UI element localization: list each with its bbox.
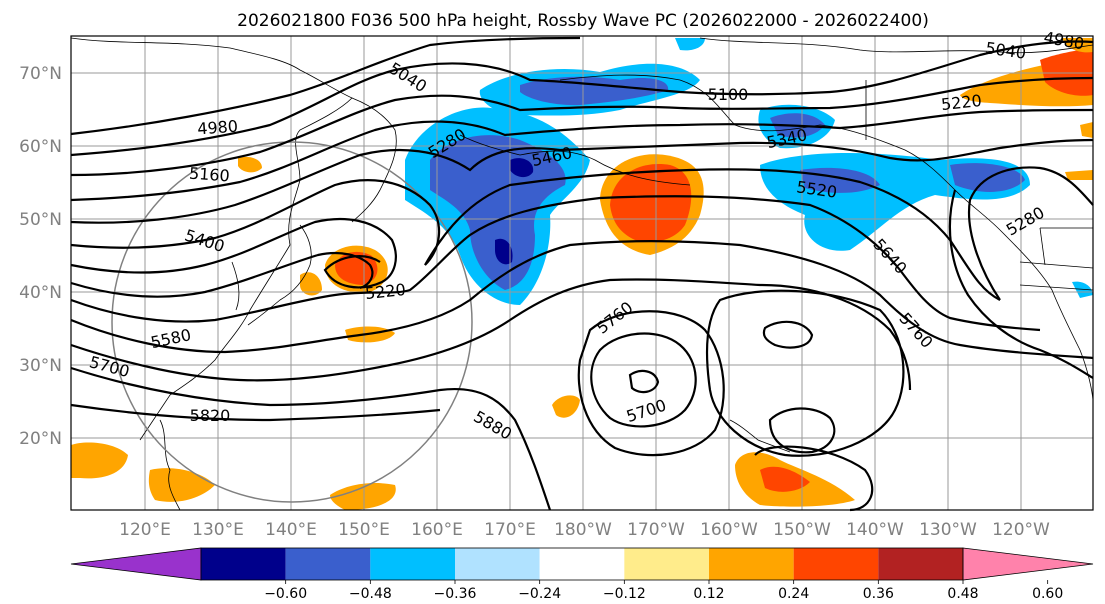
lon-label: 120°W (992, 520, 1050, 540)
colorbar-bin (709, 548, 794, 580)
contour-label: 4980 (197, 117, 239, 139)
map-frame (70, 35, 1094, 511)
reference-circle (111, 141, 473, 503)
lon-label: 150°E (338, 520, 390, 540)
contour-closed-east-1 (705, 289, 905, 457)
negative-anomaly-top (675, 38, 705, 51)
anomaly-shading (71, 38, 1093, 510)
coast-asia (70, 37, 353, 441)
contour-label: 5220 (364, 280, 406, 303)
map-title: 2026021800 F036 500 hPa height, Rossby W… (237, 11, 929, 31)
positive-anomaly-ne-core (1040, 48, 1093, 96)
colorbar-bin (201, 548, 286, 580)
contour-label: 5160 (188, 164, 230, 186)
colorbar-bin (370, 548, 455, 580)
contour-closed-east-3 (762, 320, 814, 349)
positive-anomaly-right (1080, 122, 1093, 138)
colorbar-tick-label: 0.24 (778, 586, 809, 602)
contour-closed-5700 (590, 332, 697, 428)
lon-label: 170°W (627, 520, 685, 540)
longitude-labels: 120°E 130°E 140°E 150°E 160°E 170°E 180°… (119, 520, 1050, 540)
colorbar-extend-low (70, 547, 202, 581)
colorbar-tick-label: −0.36 (434, 586, 477, 602)
colorbar-tick-label: 0.12 (693, 586, 724, 602)
contour-label: 5100 (708, 85, 749, 104)
lon-label: 160°E (411, 520, 463, 540)
lon-label: 140°E (265, 520, 317, 540)
map-panel: 5040 4980 5160 5400 5580 5700 5820 5280 … (70, 28, 1094, 512)
colorbar-tick-label: −0.60 (264, 586, 307, 602)
colorbar-tick-label: 0.48 (947, 586, 978, 602)
latitude-labels: 70°N 60°N 50°N 40°N 30°N 20°N (19, 64, 62, 449)
negative-anomaly-darkest (510, 158, 534, 178)
lon-label: 180°W (554, 520, 612, 540)
contour-closed-5760 (577, 310, 725, 457)
contour-closed-east-4 (754, 445, 874, 512)
positive-anomaly-small-1 (300, 272, 322, 296)
colorbar: −0.60 −0.48 −0.36 −0.24 −0.12 0.12 0.24 0.36 0.4… (70, 547, 1094, 602)
coast-arctic (699, 37, 1094, 54)
lon-label: 140°W (846, 520, 904, 540)
negative-anomaly-coast (1072, 281, 1093, 298)
coast-aleutians (459, 134, 691, 186)
positive-anomaly-small-4 (552, 395, 580, 418)
colorbar-bin (539, 548, 625, 580)
colorbar-bin (878, 548, 963, 580)
negative-anomaly-core (430, 135, 566, 290)
lon-label: 160°W (700, 520, 758, 540)
lon-label: 130°E (192, 520, 244, 540)
lat-label: 50°N (19, 210, 62, 230)
lon-label: 150°W (773, 520, 831, 540)
coast-kamchatka (351, 97, 397, 223)
coast-korea (231, 261, 240, 311)
colorbar-bin (455, 548, 540, 580)
positive-anomaly-south (330, 483, 396, 510)
height-contours (70, 36, 1094, 512)
lon-label: 170°E (484, 520, 536, 540)
colorbar-tick-label: −0.12 (603, 586, 646, 602)
coast-japan (247, 224, 312, 326)
colorbar-extend-high (962, 547, 1094, 581)
lat-label: 30°N (19, 356, 62, 376)
positive-anomaly-central-pacific-core (610, 164, 692, 242)
lon-label: 130°W (919, 520, 977, 540)
contour-trough-east (968, 166, 1094, 301)
colorbar-tick-label: 0.36 (863, 586, 894, 602)
lon-label: 120°E (119, 520, 171, 540)
negative-anomaly-bering-core (520, 76, 669, 106)
colorbar-tick-label: −0.24 (518, 586, 561, 602)
colorbar-frame (200, 547, 964, 581)
positive-anomaly-right-2 (1065, 170, 1093, 180)
negative-anomaly-dark-2 (495, 238, 513, 265)
contour-closed-small (628, 369, 660, 394)
positive-anomaly-small-3 (238, 156, 262, 173)
positive-anomaly-japan-core (335, 251, 378, 285)
contour-label: 5820 (190, 406, 231, 425)
lat-label: 40°N (19, 283, 62, 303)
lat-label: 20°N (19, 429, 62, 449)
colorbar-bin (285, 548, 371, 580)
colorbar-bin (793, 548, 879, 580)
lat-label: 60°N (19, 137, 62, 157)
coast-hawaii (729, 419, 791, 453)
coast-philippines (159, 419, 181, 511)
colorbar-bin (624, 548, 709, 580)
colorbar-tick-label: −0.48 (349, 586, 392, 602)
border-canada (865, 80, 1094, 291)
contour-closed-east-2 (768, 407, 836, 454)
positive-anomaly-sw (71, 442, 128, 479)
contour-label: 5220 (940, 91, 982, 114)
lat-label: 70°N (19, 64, 62, 84)
colorbar-tick-label: 0.60 (1032, 586, 1063, 602)
positive-anomaly-hawaii-east-core (760, 466, 810, 492)
